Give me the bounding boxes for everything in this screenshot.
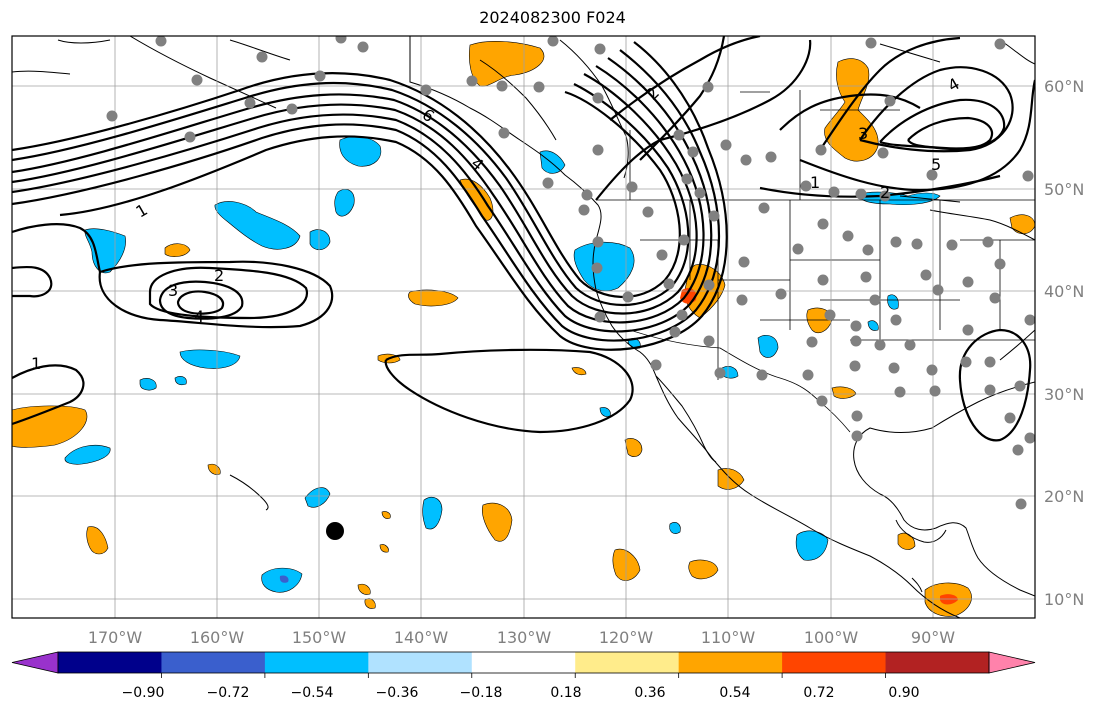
colorbar-tick-label: 0.54 [719, 685, 750, 701]
lat-label: 60°N [1044, 77, 1084, 96]
colorbar-swatch [58, 652, 162, 673]
lon-label: 160°W [190, 628, 245, 647]
lat-label: 20°N [1044, 487, 1084, 506]
colorbar-swatch [264, 652, 369, 673]
lat-label: 30°N [1044, 385, 1084, 404]
colorbar-tick-label: 0.18 [550, 685, 581, 701]
contour-label: 5 [931, 155, 941, 174]
colorbar-tick-label: −0.54 [291, 685, 334, 701]
colorbar-tick-label: 0.36 [634, 685, 665, 701]
colorbar-swatch [368, 652, 473, 673]
storm-center-marker [326, 522, 344, 540]
contour-label: 4 [194, 307, 204, 326]
contour-label: 1 [31, 354, 41, 373]
contour-label: 2 [214, 266, 224, 285]
colorbar-swatch [885, 652, 990, 673]
lon-label: 100°W [804, 628, 859, 647]
colorbar-tick-label: −0.36 [376, 685, 419, 701]
contour-lines [12, 36, 1035, 442]
lon-label: 130°W [497, 628, 552, 647]
latitude-labels: 60°N 50°N 40°N 30°N 20°N 10°N [1044, 77, 1084, 609]
colorbar-extend-max [988, 651, 1036, 674]
colorbar-tick-label: −0.90 [122, 685, 165, 701]
lon-label: 170°W [88, 628, 143, 647]
contour-label: 3 [168, 281, 178, 300]
lat-label: 40°N [1044, 282, 1084, 301]
colorbar-frame [57, 651, 990, 674]
colorbar-tick-labels: −0.90 −0.72 −0.54 −0.36 −0.18 0.18 0.36 … [122, 685, 920, 701]
lon-label: 120°W [599, 628, 654, 647]
station-markers [106, 36, 1035, 510]
contour-label: 1 [810, 173, 820, 192]
lon-label: 150°W [292, 628, 347, 647]
map-title: 2024082300 F024 [479, 8, 626, 27]
shaded-strong-negative [279, 575, 289, 583]
lat-label: 10°N [1044, 590, 1084, 609]
graticule [12, 36, 1035, 618]
map-frame [11, 35, 1036, 619]
colorbar-extend-min [11, 651, 59, 674]
colorbar-tick-label: 0.90 [888, 685, 919, 701]
colorbar-swatch [471, 652, 576, 673]
lon-label: 90°W [911, 628, 955, 647]
lat-label: 50°N [1044, 180, 1084, 199]
contour-label: 3 [858, 124, 868, 143]
colorbar [11, 651, 1036, 678]
lon-label: 140°W [394, 628, 449, 647]
colorbar-swatch [678, 652, 783, 673]
longitude-labels: 170°W 160°W 150°W 140°W 130°W 120°W 110°… [88, 628, 955, 647]
colorbar-swatch [575, 652, 680, 673]
colorbar-tick-label: −0.18 [460, 685, 503, 701]
colorbar-swatch [161, 652, 266, 673]
contour-label: 2 [880, 183, 890, 202]
colorbar-tick-label: −0.72 [207, 685, 250, 701]
lon-label: 110°W [701, 628, 756, 647]
colorbar-swatch [782, 652, 887, 673]
colorbar-tick-label: 0.72 [803, 685, 834, 701]
